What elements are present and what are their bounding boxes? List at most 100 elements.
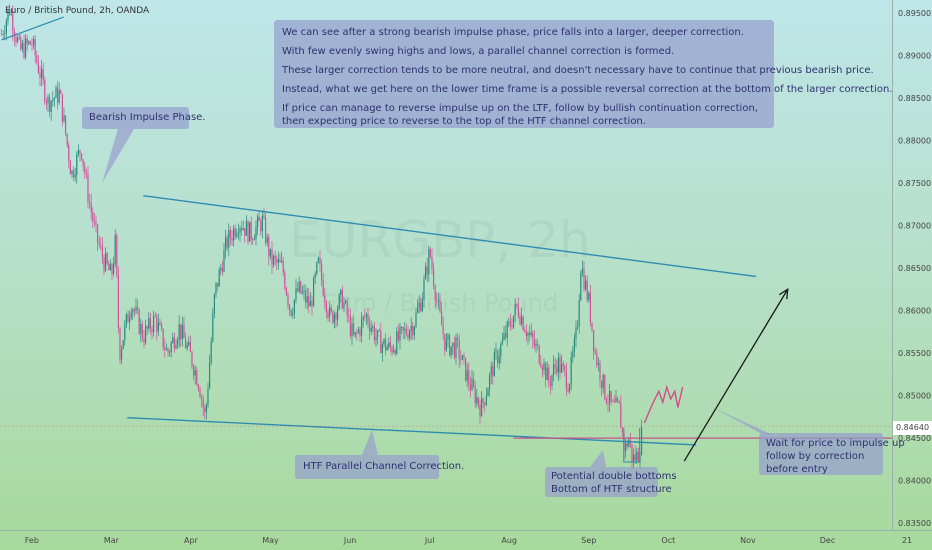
candle-body (40, 68, 43, 79)
candle-body (469, 384, 471, 391)
double-bottom-callout[interactable]: Potential double bottoms Bottom of HTF s… (545, 467, 677, 497)
x-tick-label: Jun (343, 536, 357, 545)
candle-body (0, 34, 3, 35)
candle-body (556, 366, 558, 373)
candle-body (356, 332, 358, 334)
candle-body (76, 154, 78, 176)
candle-body (581, 268, 583, 273)
candle-body (82, 159, 84, 166)
candle-body (487, 389, 489, 397)
candle-body (103, 257, 105, 271)
candle-body (285, 288, 287, 295)
candle-body (47, 96, 49, 104)
candle-body (402, 327, 404, 331)
candle-body (154, 315, 156, 317)
candle-body (568, 384, 571, 392)
candle-body (172, 337, 174, 343)
candle-body (112, 263, 115, 274)
candle-body (268, 236, 270, 257)
candle-body (544, 363, 547, 381)
candle-body (525, 332, 527, 337)
candle-body (392, 350, 395, 353)
candle-body (63, 115, 65, 122)
candle-body (396, 331, 398, 354)
time-axis[interactable]: Feb Mar Apr May Jun Jul Aug Sep Oct Nov Dec 21 (25, 536, 912, 545)
candle-body (428, 248, 430, 275)
y-tick-label: 0.85000 (898, 392, 931, 401)
candle-body (615, 397, 617, 403)
candle-body (218, 269, 220, 287)
candle-body (631, 444, 633, 462)
candle-body (524, 329, 526, 333)
candle-body (509, 321, 511, 327)
candle-body (348, 315, 350, 317)
candle-body (439, 300, 441, 311)
candle-body (290, 309, 292, 316)
candle-body (186, 345, 188, 349)
candle-body (232, 228, 235, 241)
candle-body (16, 37, 19, 42)
candle-body (220, 268, 222, 270)
candle-body (365, 314, 367, 318)
candle-body (404, 328, 406, 331)
candle-body (264, 217, 267, 243)
candle-body (37, 62, 39, 73)
candle-body (362, 316, 364, 320)
candle-body (461, 355, 463, 360)
candle-body (400, 327, 403, 328)
candle-body (29, 41, 31, 45)
candle-body (133, 309, 135, 312)
candle-body (117, 274, 119, 329)
candle-body (458, 340, 460, 360)
candle-body (536, 343, 539, 346)
candle-body (312, 277, 315, 307)
candle-body (565, 370, 567, 390)
candle-body (471, 379, 473, 391)
entry-callout[interactable]: Wait for price to impulse up follow by c… (759, 433, 905, 475)
candle-body (410, 325, 412, 332)
candle-body (482, 398, 484, 403)
candle-body (276, 258, 278, 263)
x-tick-label: Jul (424, 536, 435, 545)
impulse-callout[interactable]: Bearish Impulse Phase. (82, 107, 206, 129)
candle-body (317, 257, 319, 263)
channel-callout-pointer (362, 430, 378, 455)
candle-body (10, 13, 12, 15)
candle-body (320, 264, 323, 280)
entry-callout-line: Wait for price to impulse up (766, 438, 905, 449)
candle-body (156, 316, 158, 332)
candle-body (344, 300, 347, 303)
candle-body (560, 363, 563, 373)
candle-body (496, 351, 499, 364)
candle-body (442, 325, 444, 335)
analysis-note[interactable]: We can see after a strong bearish impuls… (274, 20, 893, 128)
candle-body (546, 367, 548, 381)
candle-body (376, 330, 379, 337)
candle-body (68, 144, 70, 162)
candle-body (236, 233, 238, 237)
note-line: With few evenly swing highs and lows, a … (282, 46, 675, 57)
candle-body (42, 68, 44, 80)
price-axis[interactable]: 0.89500 0.89000 0.88500 0.88000 0.87500 0.870… (898, 9, 931, 528)
candle-body (480, 398, 483, 417)
candle-body (24, 38, 27, 58)
candle-body (74, 175, 76, 178)
candle-body (140, 324, 142, 334)
candle-body (346, 300, 348, 316)
projection-path (643, 384, 684, 424)
candle-body (5, 20, 7, 34)
candle-body (80, 153, 83, 160)
entry-callout-line: before entry (766, 464, 828, 475)
candle-body (359, 329, 361, 336)
candle-body (397, 331, 399, 341)
candle-body (600, 381, 603, 389)
candle-body (66, 133, 68, 145)
channel-callout[interactable]: HTF Parallel Channel Correction. (295, 455, 464, 479)
candle-body (445, 338, 447, 351)
candle-body (594, 350, 596, 353)
candle-body (370, 328, 372, 332)
double-bottom-line: Potential double bottoms (551, 471, 677, 482)
candle-body (269, 248, 271, 257)
candle-body (528, 332, 531, 335)
candle-body (559, 357, 561, 373)
